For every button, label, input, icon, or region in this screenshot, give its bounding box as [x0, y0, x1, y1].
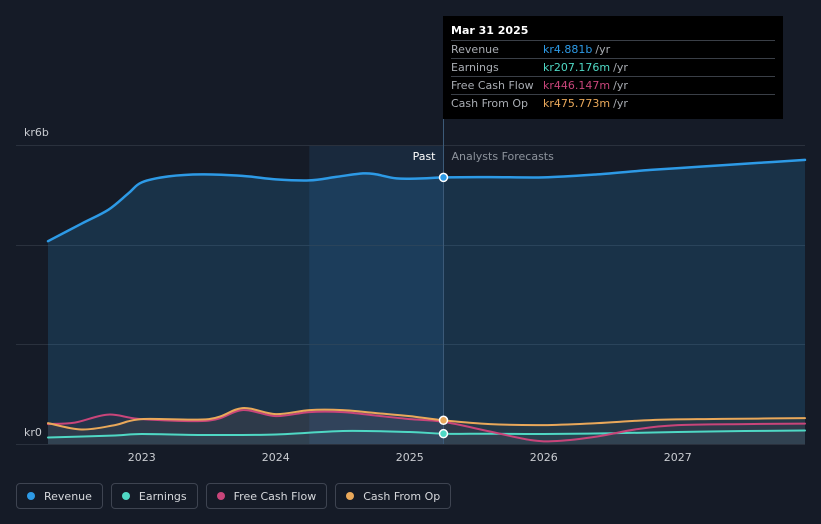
- legend-dot-icon: [346, 492, 355, 500]
- tooltip-date: Mar 31 2025: [451, 24, 529, 37]
- y-axis-top-label: kr6b: [24, 126, 49, 139]
- revenue-marker: [438, 172, 449, 183]
- revenue-line: [46, 158, 807, 243]
- legend-item-earnings[interactable]: Earnings: [110, 483, 198, 509]
- legend-item-revenue[interactable]: Revenue: [16, 483, 103, 509]
- tooltip-unit: /yr: [595, 43, 611, 56]
- tooltip-row-free-cash-flow: Free Cash Flow kr446.147m /yr: [451, 76, 775, 94]
- tooltip-unit: /yr: [613, 79, 628, 92]
- hover-markers: [438, 172, 449, 439]
- series-areas: [48, 159, 805, 444]
- series-lines: [46, 158, 807, 443]
- tooltip-unit: /yr: [613, 61, 628, 74]
- x-tick-label-2026: 2026: [530, 451, 558, 464]
- y-axis-bottom-label: kr0: [24, 426, 42, 439]
- legend-label: Free Cash Flow: [233, 489, 317, 503]
- cash-from-op-marker: [438, 415, 449, 426]
- cash-from-op-line: [47, 407, 806, 431]
- forecast-label: Analysts Forecasts: [452, 150, 555, 163]
- legend-label: Revenue: [44, 489, 92, 503]
- tooltip-value: kr207.176m: [543, 61, 611, 74]
- legend-label: Earnings: [138, 489, 187, 503]
- revenue-area: [48, 159, 805, 444]
- gridlines: [16, 145, 805, 445]
- tooltip-label: Free Cash Flow: [451, 79, 534, 92]
- x-tick-label-2025: 2025: [396, 451, 424, 464]
- earnings-marker: [438, 428, 449, 439]
- legend-dot-icon: [216, 492, 225, 500]
- legend-item-cash-from-op[interactable]: Cash From Op: [335, 483, 452, 509]
- past-label: Past: [413, 150, 437, 163]
- x-axis-ticks: 2023 2024 2025 2026 2027: [128, 451, 692, 464]
- tooltip-row-revenue: Revenue kr4.881b /yr: [451, 40, 775, 58]
- x-tick-label-2023: 2023: [128, 451, 156, 464]
- tooltip-value: kr475.773m: [543, 97, 611, 110]
- tooltip-label: Cash From Op: [451, 97, 529, 110]
- tooltip-unit: /yr: [613, 97, 628, 110]
- tooltip-row-earnings: Earnings kr207.176m /yr: [451, 58, 775, 76]
- hover-tooltip: Mar 31 2025 Revenue kr4.881b /yr Earning…: [443, 16, 783, 119]
- legend: Revenue Earnings Free Cash Flow Cash Fro…: [16, 483, 452, 511]
- x-tick-label-2024: 2024: [262, 451, 290, 464]
- earnings-line: [47, 429, 806, 439]
- legend-dot-icon: [121, 492, 130, 500]
- legend-dot-icon: [27, 492, 35, 500]
- tooltip-value: kr4.881b: [543, 43, 593, 56]
- legend-item-free-cash-flow[interactable]: Free Cash Flow: [205, 483, 328, 509]
- x-tick-label-2027: 2027: [664, 451, 692, 464]
- tooltip-label: Earnings: [451, 61, 499, 74]
- tooltip-value: kr446.147m: [543, 79, 611, 92]
- past-highlight-band: [309, 145, 444, 444]
- tooltip-row-cash-from-op: Cash From Op kr475.773m /yr: [451, 94, 775, 112]
- tooltip-label: Revenue: [451, 43, 499, 56]
- legend-label: Cash From Op: [363, 489, 441, 503]
